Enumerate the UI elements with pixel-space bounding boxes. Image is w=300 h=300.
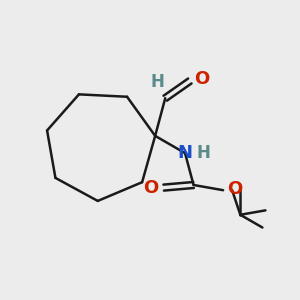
Text: O: O (143, 178, 158, 196)
Text: O: O (194, 70, 210, 88)
Text: O: O (228, 180, 243, 198)
Text: N: N (178, 144, 193, 162)
Text: H: H (151, 73, 165, 91)
Text: H: H (196, 144, 210, 162)
